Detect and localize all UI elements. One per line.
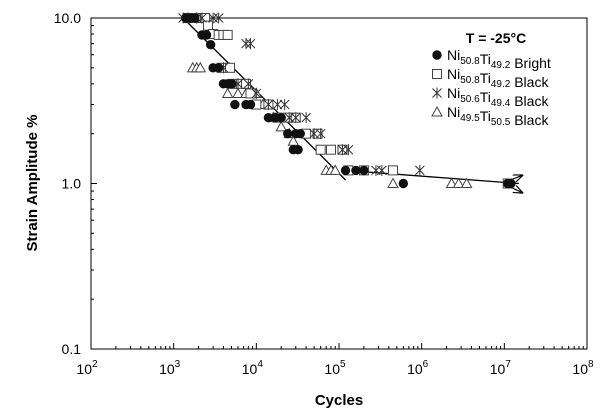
data-point (295, 128, 305, 139)
x-tick-label: 103 (159, 359, 181, 377)
data-point (343, 144, 354, 156)
data-point (377, 164, 387, 176)
tick-labels: 102 103 104 105 106 107 108 10.0 1.0 0.1 (54, 10, 594, 377)
data-point (329, 164, 342, 175)
data-point (245, 99, 256, 110)
data-point (371, 164, 381, 176)
data-point (232, 87, 244, 98)
data-point (194, 61, 207, 73)
data-point (293, 145, 303, 155)
legend-entry: Ni50.8Ti49.2 Bright (447, 47, 551, 71)
legend-marker (432, 69, 442, 79)
y-axis-title: Strain Amplitude % (24, 115, 41, 252)
data-point (272, 99, 283, 111)
axes (90, 17, 588, 350)
data-point (205, 39, 216, 50)
data-point (243, 78, 254, 90)
data-point (224, 62, 235, 73)
data-point (315, 128, 326, 140)
data-point (230, 99, 240, 110)
x-axis-title: Cycles (315, 392, 363, 409)
x-tick-label: 108 (572, 359, 594, 377)
legend-entry: Ni49.5Ti50.5 Black (447, 104, 549, 128)
fit-line (345, 169, 519, 185)
data-point (190, 13, 200, 23)
data-point (398, 178, 409, 189)
data-point (452, 177, 465, 188)
data-point (222, 29, 233, 40)
data-point (263, 99, 274, 111)
data-point (251, 87, 262, 99)
data-point (315, 144, 326, 155)
legend-marker (432, 87, 442, 99)
data-point (226, 79, 237, 89)
data-point (213, 12, 224, 24)
data-point (414, 164, 425, 176)
data-point (241, 78, 252, 89)
legend-marker (431, 105, 443, 117)
y-tick-label: 10.0 (54, 10, 81, 26)
data-point (276, 112, 286, 123)
y-tick-label: 0.1 (62, 341, 82, 357)
data-point (325, 144, 336, 155)
data-point (245, 88, 256, 99)
data-point (283, 128, 293, 139)
data-point (197, 12, 207, 24)
data-point (245, 38, 256, 50)
data-point (351, 165, 361, 176)
data-point (213, 63, 224, 73)
data-point (340, 165, 351, 176)
x-tick-label: 106 (407, 359, 429, 377)
data-point (301, 112, 311, 124)
legend-entry: Ni50.8Ti49.2 Black (447, 66, 549, 90)
x-tick-label: 107 (490, 359, 512, 377)
data-point (312, 128, 323, 139)
legend: T = -25°C Ni50.8Ti49.2 BrightNi50.8Ti49.… (431, 30, 551, 128)
data-points (178, 12, 516, 189)
data-point (201, 30, 212, 40)
data-point (506, 178, 516, 189)
legend-entry: Ni50.6Ti49.4 Black (447, 85, 549, 109)
data-point (460, 177, 473, 188)
x-tick-label: 102 (76, 359, 98, 377)
x-tick-label: 105 (324, 359, 346, 377)
x-tick-label: 104 (242, 359, 264, 377)
legend-title: T = -25°C (466, 30, 526, 46)
data-point (279, 99, 290, 111)
data-point (387, 165, 398, 176)
data-point (202, 20, 213, 31)
data-point (445, 177, 458, 188)
data-point (221, 87, 234, 98)
y-tick-label: 1.0 (62, 176, 82, 192)
data-point (275, 120, 288, 132)
data-point (359, 165, 369, 176)
data-point (241, 38, 251, 50)
data-point (290, 112, 301, 124)
legend-marker (432, 50, 442, 60)
data-point (387, 177, 399, 188)
